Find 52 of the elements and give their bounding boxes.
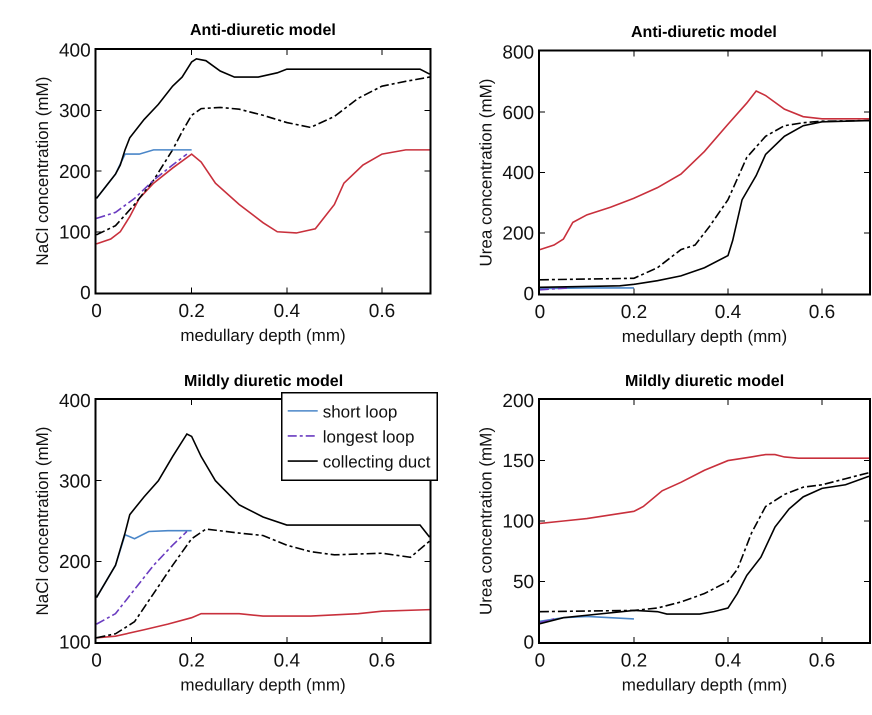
y-axis-title: NaCl concentration (mM) [33, 76, 52, 266]
line-series [96, 153, 188, 220]
y-tick-label: 0 [80, 283, 91, 304]
x-tick-label: 0.6 [808, 302, 836, 324]
x-tick-label: 0.4 [274, 650, 300, 672]
y-tick-label: 100 [58, 632, 91, 654]
line-series [540, 90, 870, 250]
y-tick-label: 100 [58, 222, 91, 244]
x-axis-title: medullary depth (mm) [622, 327, 788, 346]
y-tick-label: 200 [58, 162, 91, 183]
y-tick-label: 200 [58, 552, 91, 573]
y-tick-label: 200 [502, 390, 534, 412]
legend-label: collecting duct [322, 452, 431, 472]
y-tick-label: 0 [524, 632, 534, 654]
line-series [96, 149, 430, 245]
y-tick-label: 300 [58, 101, 91, 122]
y-tick-label: 400 [58, 40, 91, 62]
x-axis-title: medullary depth (mm) [180, 676, 346, 695]
y-tick-label: 0 [524, 284, 534, 306]
x-tick-label: 0.6 [368, 650, 396, 672]
chart-title: Mildly diuretic model [625, 373, 784, 390]
line-series [540, 454, 870, 524]
x-tick-label: 0.6 [808, 650, 836, 672]
y-tick-label: 800 [502, 42, 534, 64]
legend-label: longest loop [322, 428, 414, 447]
y-tick-label: 300 [58, 471, 91, 492]
chart-title: Anti-diuretic model [190, 22, 336, 39]
y-tick-label: 100 [502, 512, 534, 533]
y-tick-label: 50 [512, 572, 534, 594]
x-tick-label: 0.4 [714, 302, 742, 324]
x-tick-label: 0.2 [178, 650, 205, 672]
x-tick-label: 0.4 [274, 301, 300, 322]
y-tick-label: 150 [502, 451, 534, 472]
chart-title: Mildly diuretic model [184, 373, 344, 390]
chart-title: Anti-diuretic model [631, 24, 777, 41]
x-tick-label: 0.2 [178, 301, 205, 322]
y-tick-label: 600 [502, 102, 534, 124]
y-tick-label: 400 [502, 163, 534, 184]
x-tick-label: 0.2 [620, 650, 648, 672]
y-tick-label: 400 [58, 390, 91, 412]
y-axis-title: Urea concentration (mM) [476, 427, 496, 616]
y-axis-title: Urea concentration (mM) [476, 78, 496, 267]
x-tick-label: 0.6 [368, 301, 396, 322]
line-series [96, 530, 188, 625]
y-axis-title: NaCl concentration (mM) [33, 426, 52, 616]
x-axis-title: medullary depth (mm) [622, 676, 788, 695]
x-axis-title: medullary depth (mm) [180, 326, 346, 346]
line-series [96, 608, 430, 639]
y-tick-label: 200 [502, 224, 534, 245]
x-tick-label: 0.4 [714, 650, 742, 672]
legend-label: short loop [322, 402, 398, 422]
x-tick-label: 0.2 [620, 302, 648, 324]
